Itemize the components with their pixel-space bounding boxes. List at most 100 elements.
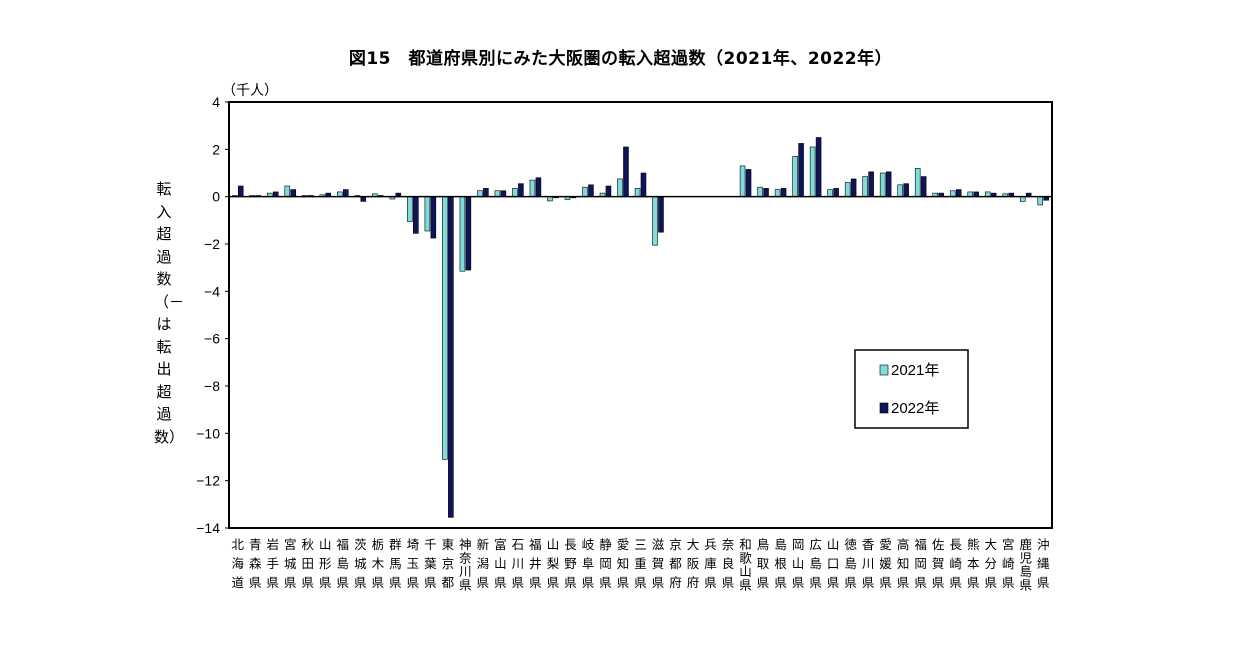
bar-2021	[757, 186, 763, 197]
x-tick-label: 岐阜県	[582, 537, 595, 590]
x-tick-label: 千葉県	[424, 537, 437, 590]
bar-2021	[914, 167, 921, 197]
x-tick-label: 東京都	[442, 537, 455, 590]
y-tick-label: −10	[196, 425, 220, 441]
x-tick-label: 京都府	[669, 537, 682, 590]
bar-2021	[809, 146, 816, 197]
y-tick-label: 4	[212, 94, 220, 110]
y-tick-label: 2	[212, 141, 220, 157]
x-tick-label: 奈良県	[722, 537, 735, 590]
bar-2022	[237, 185, 244, 197]
bar-2022	[920, 176, 927, 197]
bar-2021	[792, 156, 798, 197]
y-tick-label: −12	[196, 473, 220, 489]
bar-2021	[582, 186, 588, 197]
x-tick-label: 群馬県	[389, 537, 402, 590]
bar-2021	[494, 190, 501, 197]
bar-2021	[512, 188, 518, 197]
x-tick-label: 埼玉県	[407, 537, 420, 590]
x-tick-label: 滋賀県	[652, 537, 665, 590]
y-tick-label: −2	[204, 236, 220, 252]
bar-2022	[850, 178, 857, 197]
bar-2022	[833, 188, 839, 197]
bar-2021	[529, 179, 536, 197]
bar-2021	[634, 188, 641, 197]
y-axis-ticks: 4 2 0 −2 −4 −6 −8 −10 −12 −14	[196, 94, 229, 536]
bar-2021	[652, 196, 658, 246]
x-tick-label: 岡山県	[792, 537, 805, 590]
x-tick-label: 青森県	[249, 537, 262, 590]
bar-2022	[343, 189, 349, 197]
y-tick-label: −4	[204, 283, 220, 299]
bar-2021	[1037, 196, 1044, 206]
y-tick-label: −6	[204, 331, 220, 347]
x-tick-label: 福岡県	[914, 537, 927, 590]
bar-2022	[535, 177, 542, 197]
bar-2022	[798, 143, 804, 197]
x-axis-labels: 北海道青森県岩手県宮城県秋田県山形県福島県茨城県栃木県群馬県埼玉県千葉県東京都神…	[232, 537, 1050, 593]
chart-title: 図15 都道府県別にみた大阪圏の転入超過数（2021年、2022年）	[348, 49, 893, 69]
legend-swatch	[879, 364, 889, 376]
x-tick-label: 山梨県	[547, 537, 560, 590]
x-tick-label: 高知県	[897, 537, 910, 590]
x-tick-label: 宮城県	[284, 537, 297, 590]
legend-entry: 2022年	[891, 400, 939, 417]
bar-2021	[774, 189, 781, 197]
bar-2022	[623, 146, 629, 197]
y-tick-label: −14	[196, 520, 220, 536]
x-tick-label: 新潟県	[477, 537, 490, 590]
x-tick-label: 栃木県	[372, 537, 385, 590]
bar-2021	[477, 190, 483, 197]
x-tick-label: 三重県	[634, 537, 647, 590]
x-tick-label: 香川県	[862, 537, 875, 590]
x-tick-label: 福井県	[529, 537, 542, 590]
y-tick-label: 0	[212, 189, 220, 205]
bar-2021	[739, 165, 746, 197]
bar-2022	[430, 196, 437, 239]
bar-2022	[465, 196, 472, 271]
bar-2022	[885, 171, 892, 197]
bar-2021	[617, 178, 623, 197]
bar-2021	[949, 190, 956, 197]
x-tick-label: 和歌山県	[739, 537, 752, 593]
bar-2021	[827, 189, 833, 197]
x-tick-label: 秋田県	[302, 537, 315, 590]
bar-2021	[284, 185, 291, 197]
bar-2021	[407, 196, 413, 222]
bar-2021	[897, 184, 903, 197]
x-tick-label: 大阪府	[687, 537, 700, 590]
x-tick-label: 茨城県	[354, 537, 367, 590]
x-tick-label: 愛知県	[617, 537, 630, 590]
bar-2022	[588, 184, 594, 197]
x-tick-label: 長野県	[564, 537, 577, 590]
bars	[232, 137, 1049, 518]
bar-2022	[483, 188, 489, 197]
plot-frame	[228, 101, 1053, 529]
x-tick-label: 鳥取県	[757, 537, 770, 590]
bar-2021	[442, 196, 448, 460]
unit-label: （千人）	[222, 83, 278, 99]
bar-2022	[640, 172, 647, 197]
x-tick-label: 宮崎県	[1002, 537, 1015, 590]
x-tick-label: 山形県	[319, 537, 332, 590]
x-tick-label: 富山県	[494, 537, 507, 590]
bar-2022	[518, 183, 524, 197]
x-tick-label: 兵庫県	[704, 537, 717, 590]
legend-box	[854, 349, 969, 429]
x-tick-label: 長崎県	[949, 537, 962, 590]
bar-2021	[862, 176, 868, 197]
bar-2022	[658, 196, 664, 233]
x-tick-label: 熊本県	[967, 537, 980, 590]
bar-2022	[290, 189, 297, 197]
x-tick-label: 北海道	[232, 537, 245, 590]
legend-entry: 2021年	[891, 362, 939, 379]
bar-2022	[745, 169, 752, 197]
x-tick-label: 佐賀県	[932, 537, 945, 590]
bar-2022	[413, 196, 419, 234]
bar-2021	[879, 172, 886, 197]
bar-2022	[955, 189, 962, 197]
bar-2022	[815, 137, 822, 197]
bar-2021	[424, 196, 431, 232]
x-tick-label: 広島県	[809, 537, 822, 590]
